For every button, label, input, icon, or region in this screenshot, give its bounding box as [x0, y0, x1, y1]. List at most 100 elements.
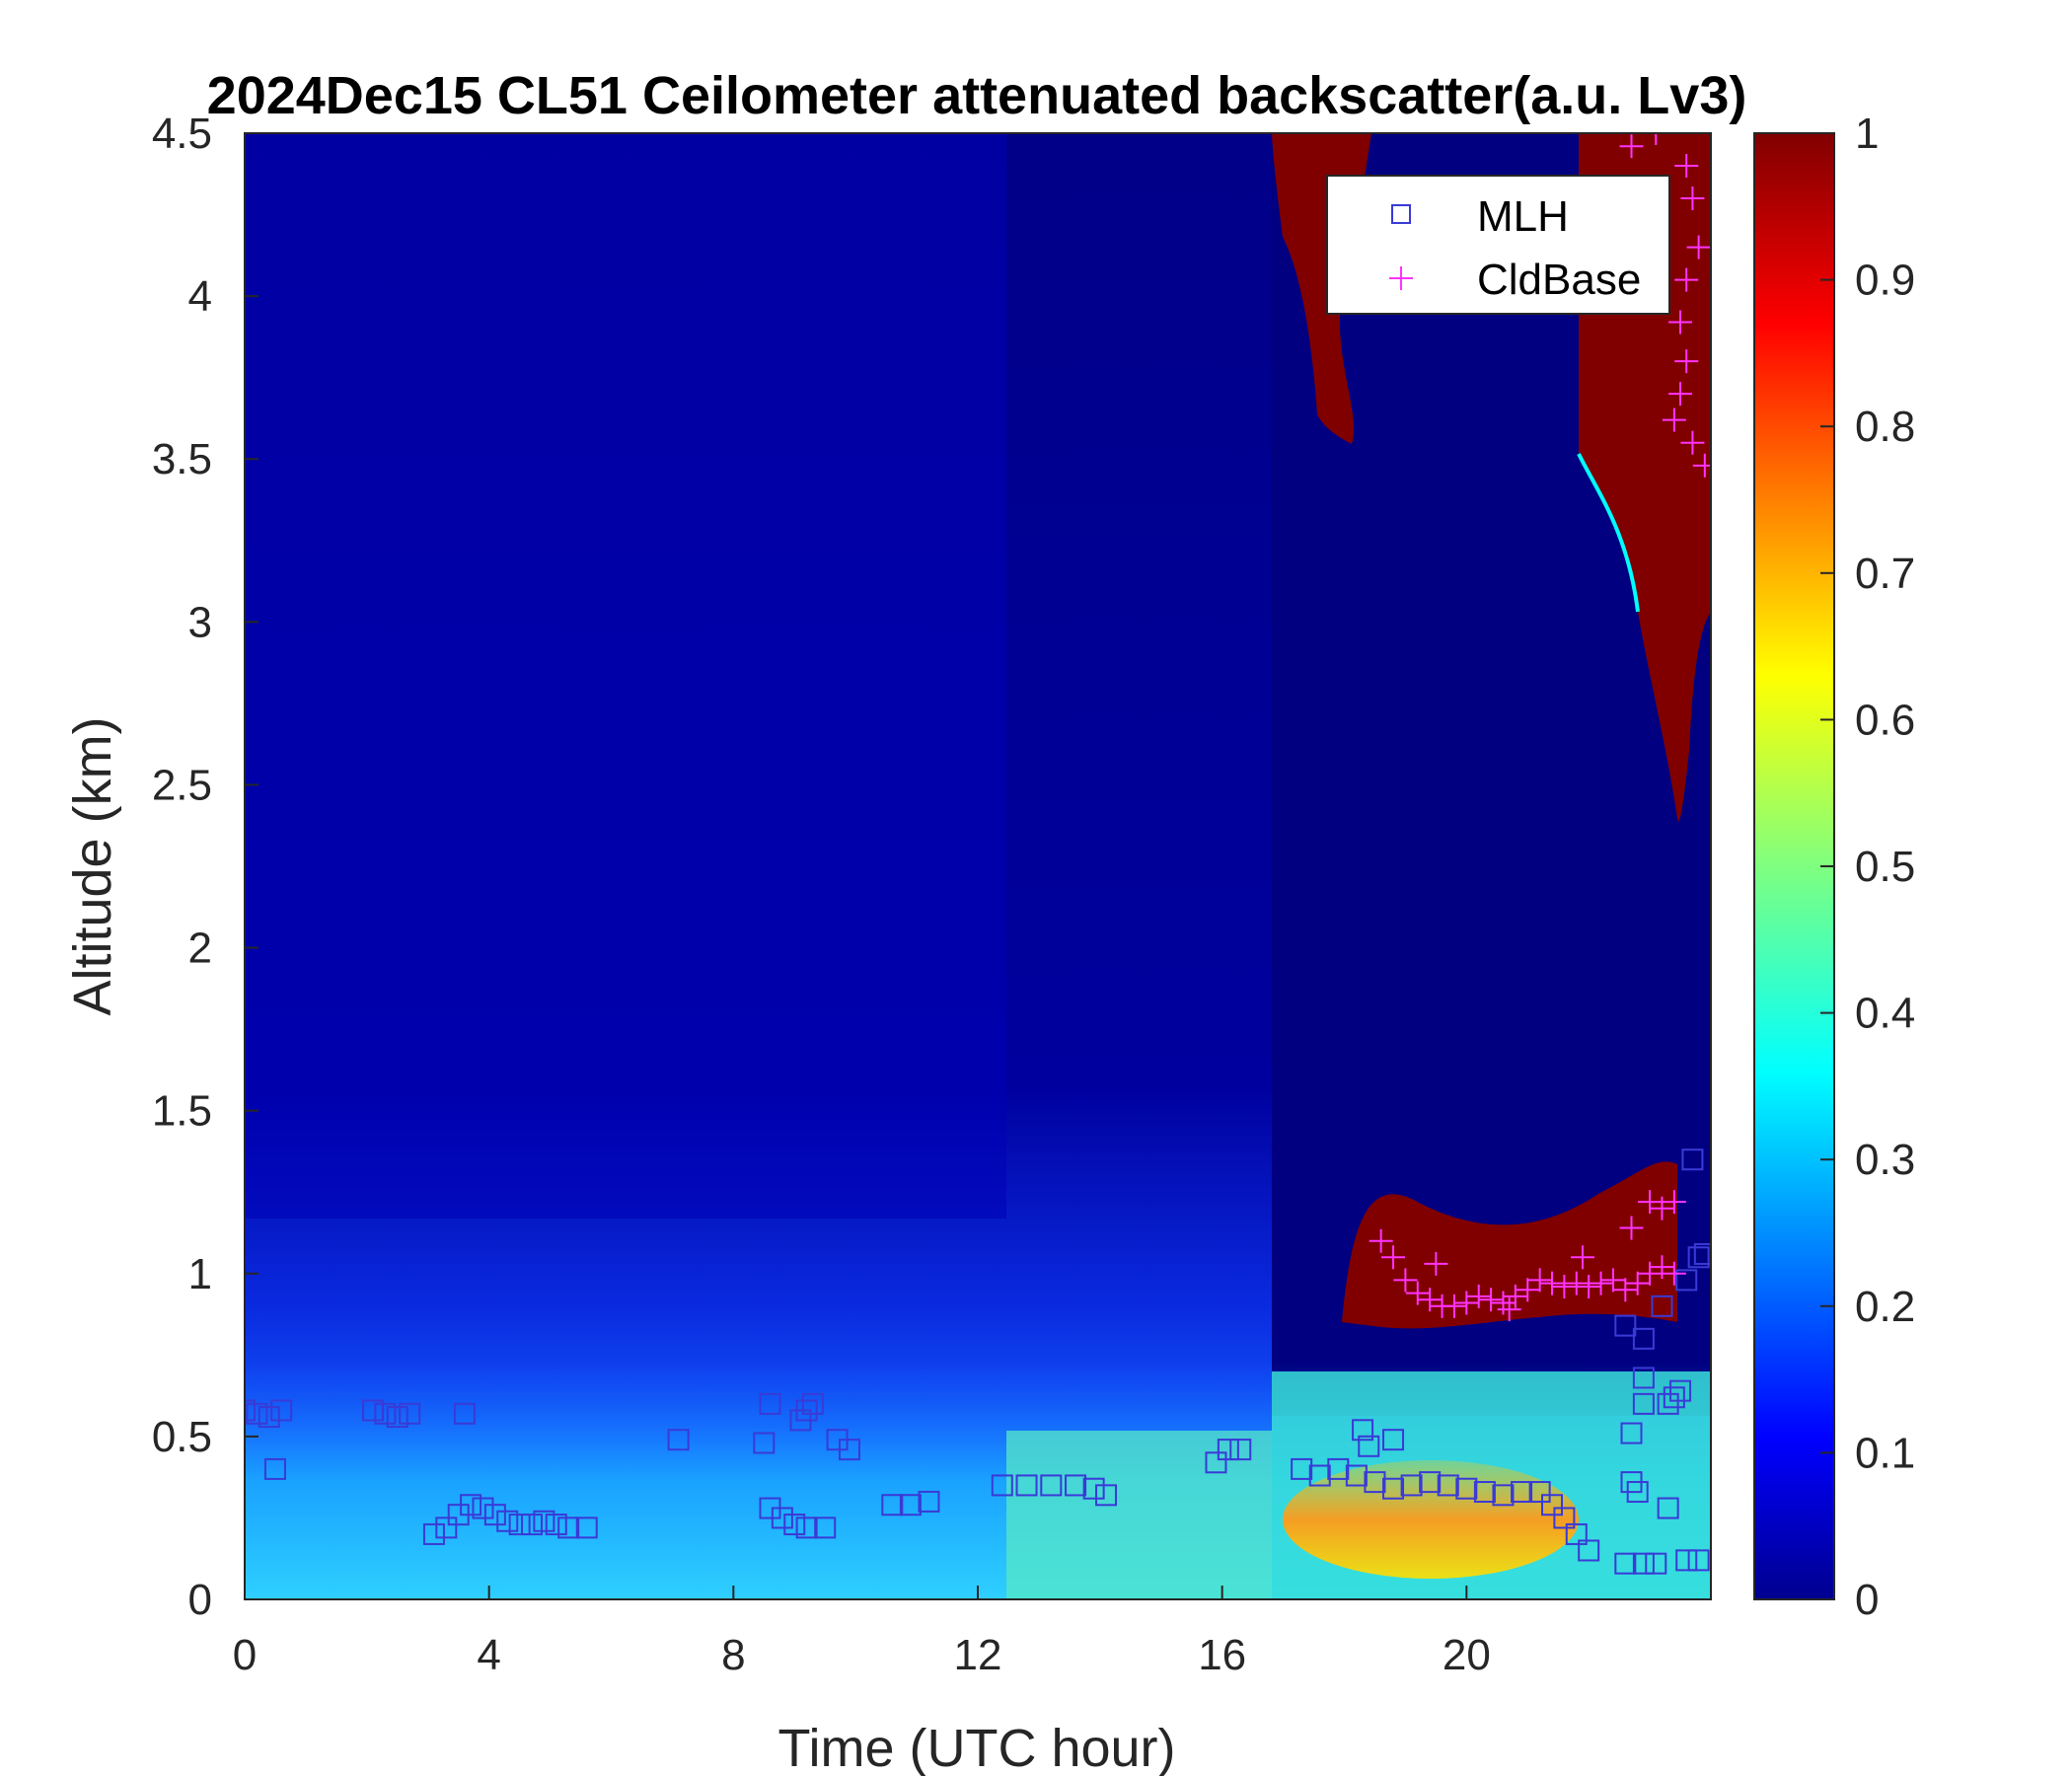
mlh-series [245, 1148, 1711, 1575]
mlh-point [1291, 1457, 1313, 1480]
mlh-point [533, 1510, 555, 1532]
y-tick-label: 2.5 [152, 761, 212, 809]
mlh-point [1040, 1474, 1063, 1497]
mlh-point [991, 1474, 1013, 1497]
mlh-point [1632, 1552, 1655, 1575]
colorbar-tick-label: 0.1 [1855, 1429, 1915, 1477]
cldbase-point [1497, 1297, 1521, 1322]
cldbase-point [1662, 1261, 1686, 1286]
colorbar-tick-label: 0 [1855, 1576, 1879, 1624]
cldbase-point [1644, 133, 1668, 145]
mlh-point [899, 1494, 922, 1517]
legend: MLH CldBase [1326, 175, 1670, 315]
cldbase-point [1577, 1274, 1601, 1298]
mlh-point [1015, 1474, 1038, 1497]
y-axis-label: Altitude (km) [63, 716, 122, 1015]
mlh-point [496, 1510, 519, 1532]
mlh-point [1553, 1507, 1576, 1529]
colorbar-tick-label: 0.5 [1855, 843, 1915, 891]
mlh-point [814, 1517, 837, 1539]
mlh-point [1626, 1481, 1649, 1504]
colorbar-tick-label: 0.8 [1855, 403, 1915, 451]
mlh-point [881, 1494, 904, 1517]
mlh-point [1358, 1435, 1380, 1457]
chart-title: 2024Dec15 CL51 Ceilometer attenuated bac… [207, 66, 1747, 125]
mlh-point [771, 1507, 793, 1529]
y-tick-label: 4 [188, 272, 212, 321]
mlh-point [1511, 1481, 1533, 1504]
mlh-point [1632, 1327, 1655, 1350]
mlh-point [918, 1490, 940, 1513]
mlh-point [258, 1406, 280, 1429]
cldbase-point [1668, 310, 1693, 334]
mlh-point [1364, 1471, 1386, 1494]
y-tick-label: 3.5 [152, 435, 212, 483]
x-tick-label: 12 [954, 1631, 1002, 1679]
cldbase-series [1369, 133, 1711, 1322]
cldbase-point [1674, 267, 1699, 292]
cldbase-point [1638, 1190, 1663, 1215]
mlh-point [838, 1439, 860, 1461]
legend-mlh-marker [1391, 204, 1411, 224]
legend-mlh-label: MLH [1477, 192, 1569, 241]
mlh-point [1419, 1471, 1442, 1494]
x-tick-label: 8 [721, 1631, 745, 1679]
cldbase-point [1674, 154, 1699, 179]
mlh-point [1681, 1148, 1704, 1171]
cldbase-point [1650, 1255, 1674, 1280]
x-axis-label: Time (UTC hour) [777, 1719, 1175, 1776]
y-tick-label: 1 [188, 1250, 212, 1298]
cldbase-point [1516, 1278, 1540, 1302]
cldbase-point [1613, 1278, 1638, 1302]
backscatter-heatmap [245, 133, 1711, 1599]
mlh-point [1687, 1549, 1710, 1572]
mlh-point [1645, 1552, 1667, 1575]
mlh-point [759, 1392, 781, 1415]
cldbase-point [1381, 1245, 1406, 1270]
mlh-point [795, 1517, 818, 1539]
mlh-point [1620, 1422, 1643, 1444]
cldbase-point [1600, 1268, 1625, 1293]
mlh-point [783, 1514, 806, 1536]
legend-cldbase-marker [1389, 266, 1413, 290]
mlh-point [801, 1392, 824, 1415]
mlh-point [1565, 1522, 1588, 1545]
x-axis: 0 4 8 12 16 20 [233, 1586, 1491, 1679]
legend-cldbase-label: CldBase [1477, 256, 1641, 304]
mlh-point [753, 1432, 776, 1454]
cldbase-point [1479, 1288, 1504, 1312]
mlh-point [1687, 1246, 1710, 1269]
x-tick-label: 4 [477, 1631, 500, 1679]
mlh-point [472, 1497, 494, 1519]
mlh-point [1308, 1464, 1331, 1487]
mlh-point [374, 1402, 397, 1425]
mlh-point [1578, 1539, 1600, 1562]
cldbase-point [1619, 1216, 1644, 1240]
mlh-point [1217, 1439, 1239, 1461]
mlh-point [263, 1457, 286, 1480]
mlh-point [1082, 1477, 1105, 1500]
cldbase-point [1619, 134, 1644, 159]
mlh-point [1382, 1429, 1405, 1451]
cldbase-point [1369, 1228, 1393, 1253]
cldbase-point [1638, 1261, 1663, 1286]
mlh-point [1675, 1549, 1698, 1572]
mlh-point [1528, 1481, 1551, 1504]
mlh-point [1400, 1474, 1423, 1497]
mlh-point [557, 1517, 580, 1539]
x-tick-label: 0 [233, 1631, 257, 1679]
colorbar-tick-label: 0.7 [1855, 550, 1915, 598]
mlh-point [1693, 1242, 1711, 1265]
mlh-point [1657, 1392, 1679, 1415]
mlh-point [1065, 1474, 1087, 1497]
mlh-point [386, 1406, 408, 1429]
mlh-point [1663, 1386, 1685, 1409]
mlh-point [1614, 1552, 1637, 1575]
mlh-point [1437, 1474, 1459, 1497]
mlh-point [1669, 1379, 1692, 1402]
mlh-point [1327, 1457, 1350, 1480]
mlh-point [1492, 1484, 1515, 1507]
x-tick-label: 20 [1443, 1631, 1491, 1679]
mlh-point [1473, 1481, 1496, 1504]
